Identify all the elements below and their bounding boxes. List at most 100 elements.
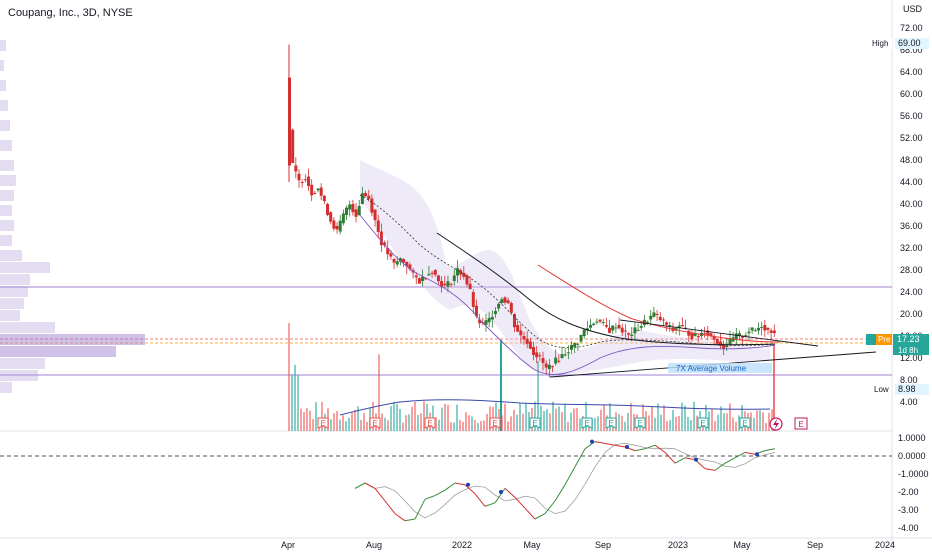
candle-body xyxy=(487,317,491,323)
annotation-box[interactable] xyxy=(668,363,772,373)
volume-bar xyxy=(390,406,392,431)
volume-bar xyxy=(408,414,410,431)
volume-bar xyxy=(510,416,512,431)
candle-body xyxy=(364,193,368,197)
volume-bar xyxy=(342,415,344,431)
volume-bar xyxy=(624,421,626,431)
volume-bar xyxy=(297,375,299,431)
pre-badge xyxy=(876,334,892,345)
candle-body xyxy=(677,325,681,328)
candle-body xyxy=(674,328,678,331)
volume-bar xyxy=(543,411,545,431)
price-tick-label: 12.00 xyxy=(900,353,923,363)
oscillator-tick-label: 0.0000 xyxy=(898,451,926,461)
high-value: 69.00 xyxy=(898,38,921,48)
candle-body xyxy=(633,327,637,334)
volume-bar xyxy=(762,412,764,431)
price-axis[interactable]: 72.00 68.00 64.00 60.00 56.00 52.00 48.00 44.00… xyxy=(900,23,923,407)
price-tick-label: 40.00 xyxy=(900,199,923,209)
candle-body xyxy=(452,275,456,281)
candle-body xyxy=(414,275,418,278)
candle-body xyxy=(579,334,583,342)
volume-bar xyxy=(303,412,305,431)
candle-body xyxy=(769,330,773,333)
candle-body xyxy=(465,275,469,285)
candle-body xyxy=(449,283,453,285)
volume-spike xyxy=(500,340,502,431)
candle-body xyxy=(398,258,402,262)
earnings-flag-icon xyxy=(605,417,617,429)
volume-bar xyxy=(357,406,359,431)
cross-marker xyxy=(755,452,759,457)
profile-row xyxy=(0,140,12,151)
oscillator-tick-label: -1.0000 xyxy=(898,469,929,479)
volume-bar xyxy=(600,409,602,431)
price-tick-label: 36.00 xyxy=(900,221,923,231)
candle-body xyxy=(646,321,650,323)
candle-body xyxy=(395,261,399,265)
last-price: 17.23 xyxy=(897,334,920,344)
candle-body xyxy=(443,283,447,286)
volume-bar xyxy=(576,408,578,431)
volume-bar xyxy=(315,402,317,431)
candle-body xyxy=(455,268,459,276)
short-ma-line xyxy=(359,214,776,375)
candle-body xyxy=(709,333,713,336)
candle-body xyxy=(484,320,488,325)
oscillator-segment xyxy=(604,442,616,446)
candle-body xyxy=(389,253,393,257)
candle-body xyxy=(417,278,421,284)
volume-bar xyxy=(549,413,551,431)
candle-body xyxy=(357,205,361,215)
volume-bar xyxy=(618,414,620,431)
candle-body xyxy=(360,193,364,204)
oscillator-axis[interactable]: 1.0000 0.0000 -1.0000 -2.00 -3.00 -4.00 xyxy=(898,433,929,533)
volume-bar xyxy=(474,419,476,431)
volume-bar xyxy=(756,410,758,431)
candle-body xyxy=(760,327,764,329)
volume-bar xyxy=(471,416,473,431)
candle-body xyxy=(538,355,542,357)
candle-body xyxy=(503,297,507,303)
volume-bar xyxy=(570,412,572,431)
price-tick-label: 24.00 xyxy=(900,287,923,297)
countdown-timer: 1d 8h xyxy=(898,346,918,355)
volume-bar xyxy=(738,415,740,431)
oscillator-segment xyxy=(354,482,366,489)
candle-body xyxy=(573,343,577,347)
earnings-flag-icon xyxy=(739,417,751,429)
candle-body xyxy=(474,305,478,317)
volume-bar xyxy=(486,413,488,431)
candle-body xyxy=(297,173,301,181)
time-tick-label: 2022 xyxy=(452,540,472,550)
candle-body xyxy=(379,231,383,246)
candle-body xyxy=(338,220,342,232)
time-axis[interactable]: Apr Aug 2022 May Sep 2023 May Sep 2024 xyxy=(281,540,895,550)
candle-body xyxy=(522,336,526,340)
candle-body xyxy=(430,272,434,274)
profile-row xyxy=(0,205,12,216)
volume-bar xyxy=(426,403,428,431)
profile-row xyxy=(0,262,50,273)
candle-body xyxy=(402,259,406,263)
candle-body xyxy=(471,292,475,307)
high-badge xyxy=(895,38,929,49)
volume-bar xyxy=(516,414,518,431)
volume-bar xyxy=(630,403,632,431)
profile-row xyxy=(0,334,145,345)
time-tick-label: Sep xyxy=(595,540,611,550)
candle-body xyxy=(649,315,653,320)
oscillator-tick-label: -3.00 xyxy=(898,505,919,515)
candle-body xyxy=(528,341,532,349)
candle-body xyxy=(661,319,665,321)
volume-bar xyxy=(363,413,365,431)
volume-bar xyxy=(465,412,467,431)
volume-bar xyxy=(366,421,368,431)
earnings-flag-letter: E xyxy=(372,419,377,428)
candle-body xyxy=(512,314,516,328)
price-tick-label: 60.00 xyxy=(900,89,923,99)
volume-bar xyxy=(729,403,731,431)
oscillator-segment xyxy=(534,513,546,520)
volume-bar xyxy=(393,401,395,431)
